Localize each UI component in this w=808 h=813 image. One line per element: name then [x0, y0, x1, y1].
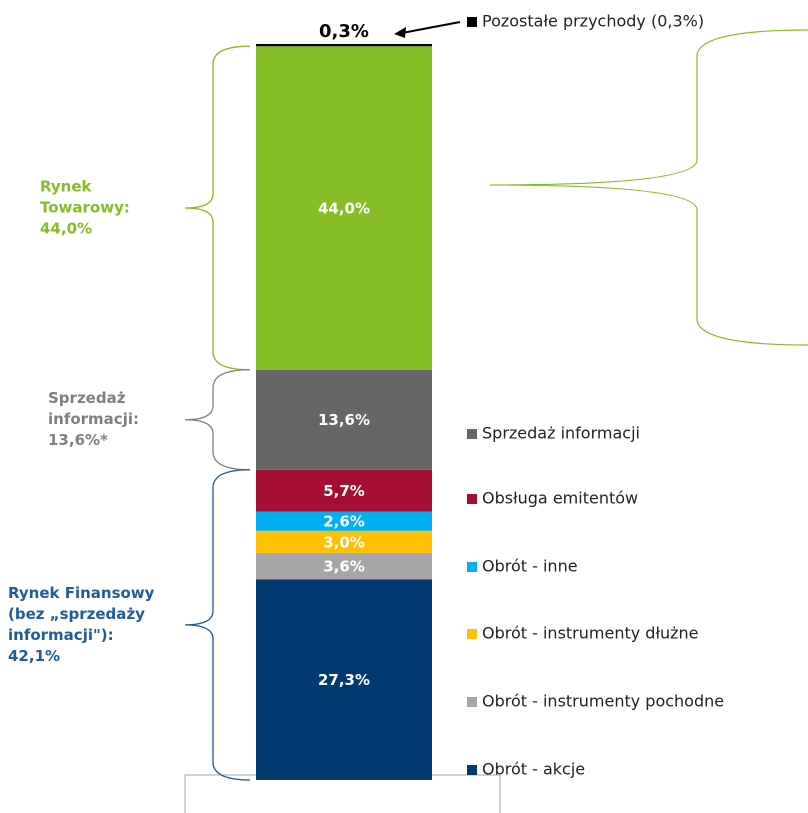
- annotation: Towarowy:: [40, 198, 130, 216]
- legend-label: Sprzedaż informacji: [482, 424, 640, 443]
- bracket: [184, 369, 251, 471]
- arrow-head: [394, 27, 406, 38]
- annotation: 44,0%: [40, 219, 92, 237]
- annotation: informacji:: [48, 410, 139, 428]
- legend-label: Obrót - akcje: [482, 760, 585, 779]
- bar-segment: [256, 579, 432, 780]
- legend-swatch: [467, 697, 477, 707]
- annotation: (bez „sprzedaży: [8, 605, 145, 623]
- right-brace: [489, 29, 808, 346]
- legend-swatch: [467, 562, 477, 572]
- legend-label: Obrót - instrumenty pochodne: [482, 692, 724, 711]
- bracket: [184, 469, 251, 781]
- annotation: Rynek Finansowy: [8, 584, 155, 602]
- legend-label: Obrót - inne: [482, 557, 578, 576]
- value-label: 5,7%: [323, 482, 365, 500]
- value-label: 3,6%: [323, 558, 365, 576]
- legend-swatch: [467, 629, 477, 639]
- value-label: 0,3%: [319, 21, 369, 42]
- legend-swatch: [467, 17, 477, 27]
- value-label: 3,0%: [323, 533, 365, 551]
- arrow-line: [401, 21, 461, 34]
- annotation: informacji"):: [8, 626, 114, 644]
- bracket: [184, 45, 251, 371]
- bar-segment: [256, 552, 432, 580]
- frame: [184, 774, 501, 813]
- bar-segment: [256, 46, 432, 370]
- bar-segment: [256, 530, 432, 553]
- annotation: Sprzedaż: [48, 389, 126, 407]
- legend-swatch: [467, 429, 477, 439]
- legend-label: Obsługa emitentów: [482, 489, 638, 508]
- annotation: Rynek: [40, 177, 93, 195]
- legend-label: Obrót - instrumenty dłużne: [482, 624, 699, 643]
- value-label: 2,6%: [323, 513, 365, 531]
- legend-swatch: [467, 494, 477, 504]
- bar-segment: [256, 44, 432, 47]
- legend-swatch: [467, 765, 477, 775]
- bar-segment: [256, 369, 432, 470]
- annotation: 13,6%*: [48, 431, 108, 449]
- value-label: 44,0%: [318, 199, 370, 217]
- bar-segment: [256, 469, 432, 512]
- annotation: 42,1%: [8, 647, 60, 665]
- value-label: 13,6%: [318, 411, 370, 429]
- value-label: 27,3%: [318, 671, 370, 689]
- legend-label: Pozostałe przychody (0,3%): [482, 12, 704, 31]
- bar-segment: [256, 511, 432, 531]
